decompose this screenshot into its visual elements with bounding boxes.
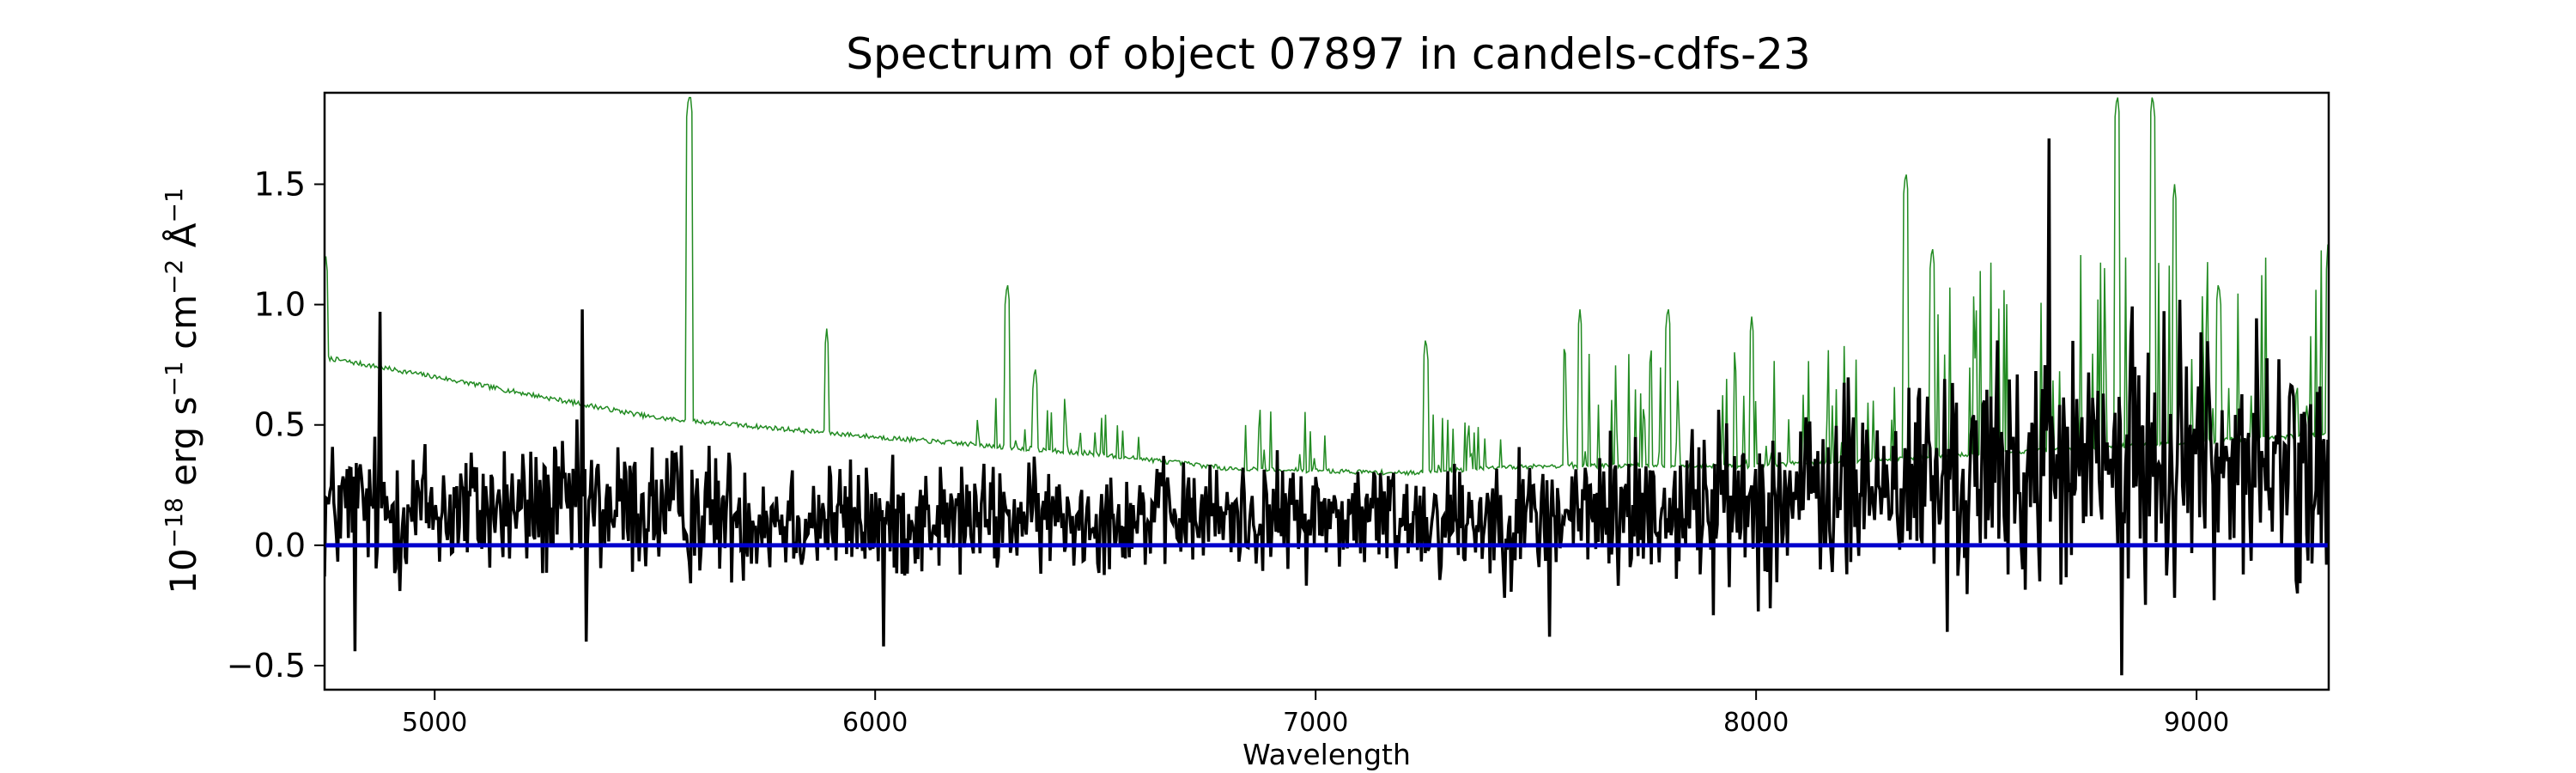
y-label-exp-angstrom: −1 bbox=[160, 187, 188, 222]
plot-area bbox=[325, 96, 2329, 676]
flux-spectrum-line bbox=[325, 138, 2329, 676]
y-label-unit-cm: cm bbox=[162, 295, 204, 361]
y-label-unit-erg-s: erg s bbox=[162, 397, 204, 498]
x-tick-label: 8000 bbox=[1723, 708, 1789, 738]
y-tick-label: 1.0 bbox=[254, 286, 306, 324]
y-axis: −0.5 0.0 0.5 1.0 1.5 bbox=[227, 165, 325, 685]
y-tick-label: 0.5 bbox=[254, 406, 306, 444]
x-tick-label: 5000 bbox=[402, 708, 467, 738]
x-axis: 5000 6000 7000 8000 9000 bbox=[402, 690, 2229, 738]
x-tick-label: 6000 bbox=[842, 708, 908, 738]
error-spectrum-line bbox=[325, 96, 2329, 477]
y-tick-label: 1.5 bbox=[254, 165, 306, 203]
y-label-exp: −18 bbox=[160, 497, 188, 548]
y-label-exp-cm: −2 bbox=[160, 259, 188, 295]
x-axis-label: Wavelength bbox=[1242, 738, 1411, 771]
y-label-exp-s: −1 bbox=[160, 361, 188, 396]
y-tick-label: −0.5 bbox=[227, 647, 306, 685]
y-label-base: 10 bbox=[162, 548, 204, 593]
y-label-unit-angstrom: Å bbox=[161, 222, 204, 259]
y-axis-label: 10−18 erg s−1 cm−2 Å−1 bbox=[160, 187, 204, 593]
chart-title: Spectrum of object 07897 in candels-cdfs… bbox=[846, 29, 1811, 79]
plot-frame bbox=[323, 91, 2330, 691]
x-tick-label: 9000 bbox=[2164, 708, 2229, 738]
y-tick-label: 0.0 bbox=[254, 526, 306, 564]
x-tick-label: 7000 bbox=[1283, 708, 1348, 738]
